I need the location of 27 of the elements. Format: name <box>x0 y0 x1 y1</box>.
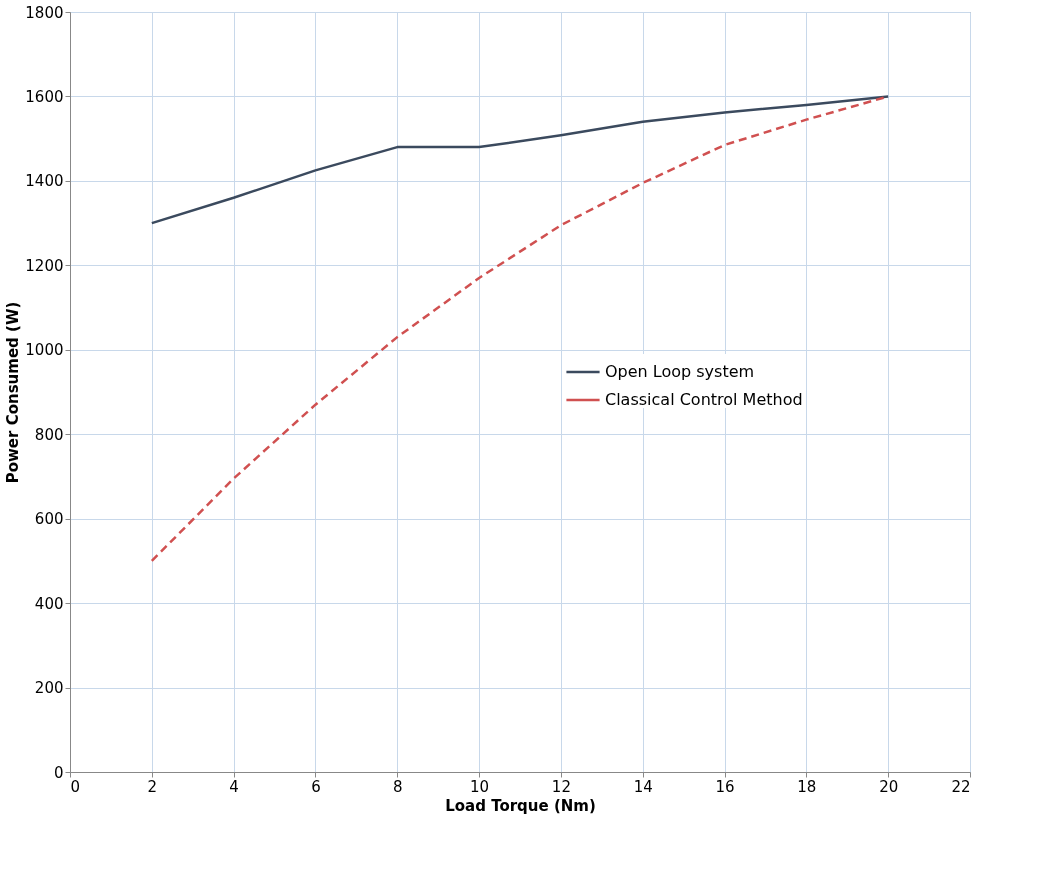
x-tick-label: 22 <box>951 777 971 796</box>
x-tick-label: 8 <box>393 777 403 796</box>
legend-label: Classical Control Method <box>605 390 803 409</box>
y-tick-label: 1200 <box>25 256 64 275</box>
y-tick-label: 1800 <box>25 3 64 22</box>
legend-label: Open Loop system <box>605 362 755 381</box>
x-tick-label: 10 <box>470 777 490 796</box>
x-tick-label: 0 <box>70 777 81 796</box>
y-tick-label: 0 <box>53 763 64 782</box>
y-tick-label: 200 <box>34 679 64 698</box>
y-tick-label: 1600 <box>25 87 64 106</box>
y-tick-label: 1000 <box>25 341 64 360</box>
x-tick-label: 2 <box>147 777 158 796</box>
x-tick-label: 4 <box>229 777 239 796</box>
x-tick-label: 18 <box>797 777 817 796</box>
x-axis-title: Load Torque (Nm) <box>445 796 596 815</box>
y-tick-label: 600 <box>34 510 64 529</box>
x-tick-label: 20 <box>879 777 899 796</box>
line-series <box>150 95 890 225</box>
y-tick-label: 800 <box>34 425 64 444</box>
x-tick-label: 6 <box>311 777 321 796</box>
y-tick-label: 1400 <box>25 172 64 191</box>
y-tick-label: 400 <box>34 594 64 613</box>
x-tick-label: 16 <box>715 777 735 796</box>
x-tick-label: 12 <box>551 777 571 796</box>
x-tick-label: 14 <box>633 777 653 796</box>
y-axis-title: Power Consumed (W) <box>4 301 23 484</box>
